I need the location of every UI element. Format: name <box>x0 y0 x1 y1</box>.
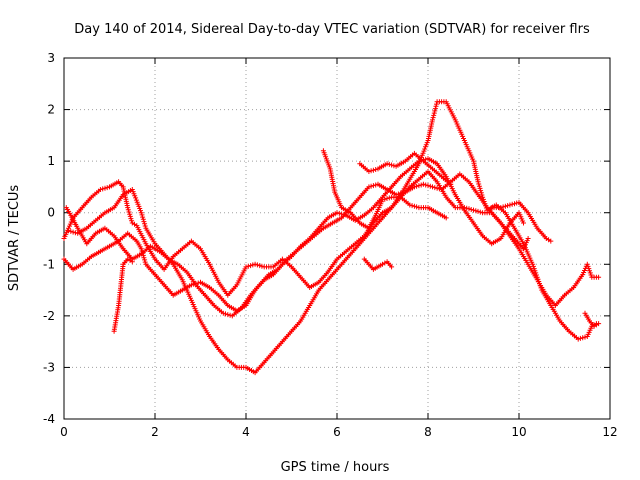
chart-title: Day 140 of 2014, Sidereal Day-to-day VTE… <box>74 22 590 37</box>
series-trace-1 <box>61 156 526 314</box>
series-markers <box>111 256 135 334</box>
series-trace-9 <box>361 256 395 272</box>
series-trace-4 <box>61 169 602 308</box>
x-tick-label: 8 <box>424 425 432 439</box>
y-axis-label: SDTVAR / TECUs <box>7 185 22 292</box>
series-markers <box>361 256 395 272</box>
x-tick-label: 6 <box>333 425 341 439</box>
y-tick-label: -2 <box>43 309 55 323</box>
series-markers <box>489 199 554 244</box>
series-trace-7 <box>357 150 454 187</box>
x-axis-label: GPS time / hours <box>281 460 390 475</box>
series-markers <box>61 156 526 314</box>
series-trace-10 <box>582 310 602 329</box>
x-tick-label: 0 <box>60 425 68 439</box>
y-tick-label: 2 <box>47 103 55 117</box>
x-tick-label: 2 <box>151 425 159 439</box>
x-tick-label: 10 <box>511 425 526 439</box>
y-tick-label: -4 <box>43 412 55 426</box>
series-trace-5 <box>111 256 135 334</box>
series-markers <box>320 148 449 231</box>
series-line <box>67 101 598 374</box>
series-line <box>63 157 525 312</box>
series-trace-6 <box>320 148 449 231</box>
series-trace-8 <box>489 199 554 244</box>
y-tick-label: -1 <box>43 257 55 271</box>
series-markers <box>66 99 599 376</box>
data-series <box>61 99 602 376</box>
series-markers <box>61 169 602 308</box>
series-markers <box>582 310 602 329</box>
series-trace-3 <box>66 99 599 376</box>
y-tick-label: 3 <box>47 51 55 65</box>
series-line <box>65 173 529 317</box>
x-tick-label: 4 <box>242 425 250 439</box>
x-tick-label: 12 <box>602 425 617 439</box>
series-markers <box>357 150 454 187</box>
y-tick-label: -3 <box>43 360 55 374</box>
y-tick-label: 1 <box>47 154 55 168</box>
y-tick-label: 0 <box>47 206 55 220</box>
